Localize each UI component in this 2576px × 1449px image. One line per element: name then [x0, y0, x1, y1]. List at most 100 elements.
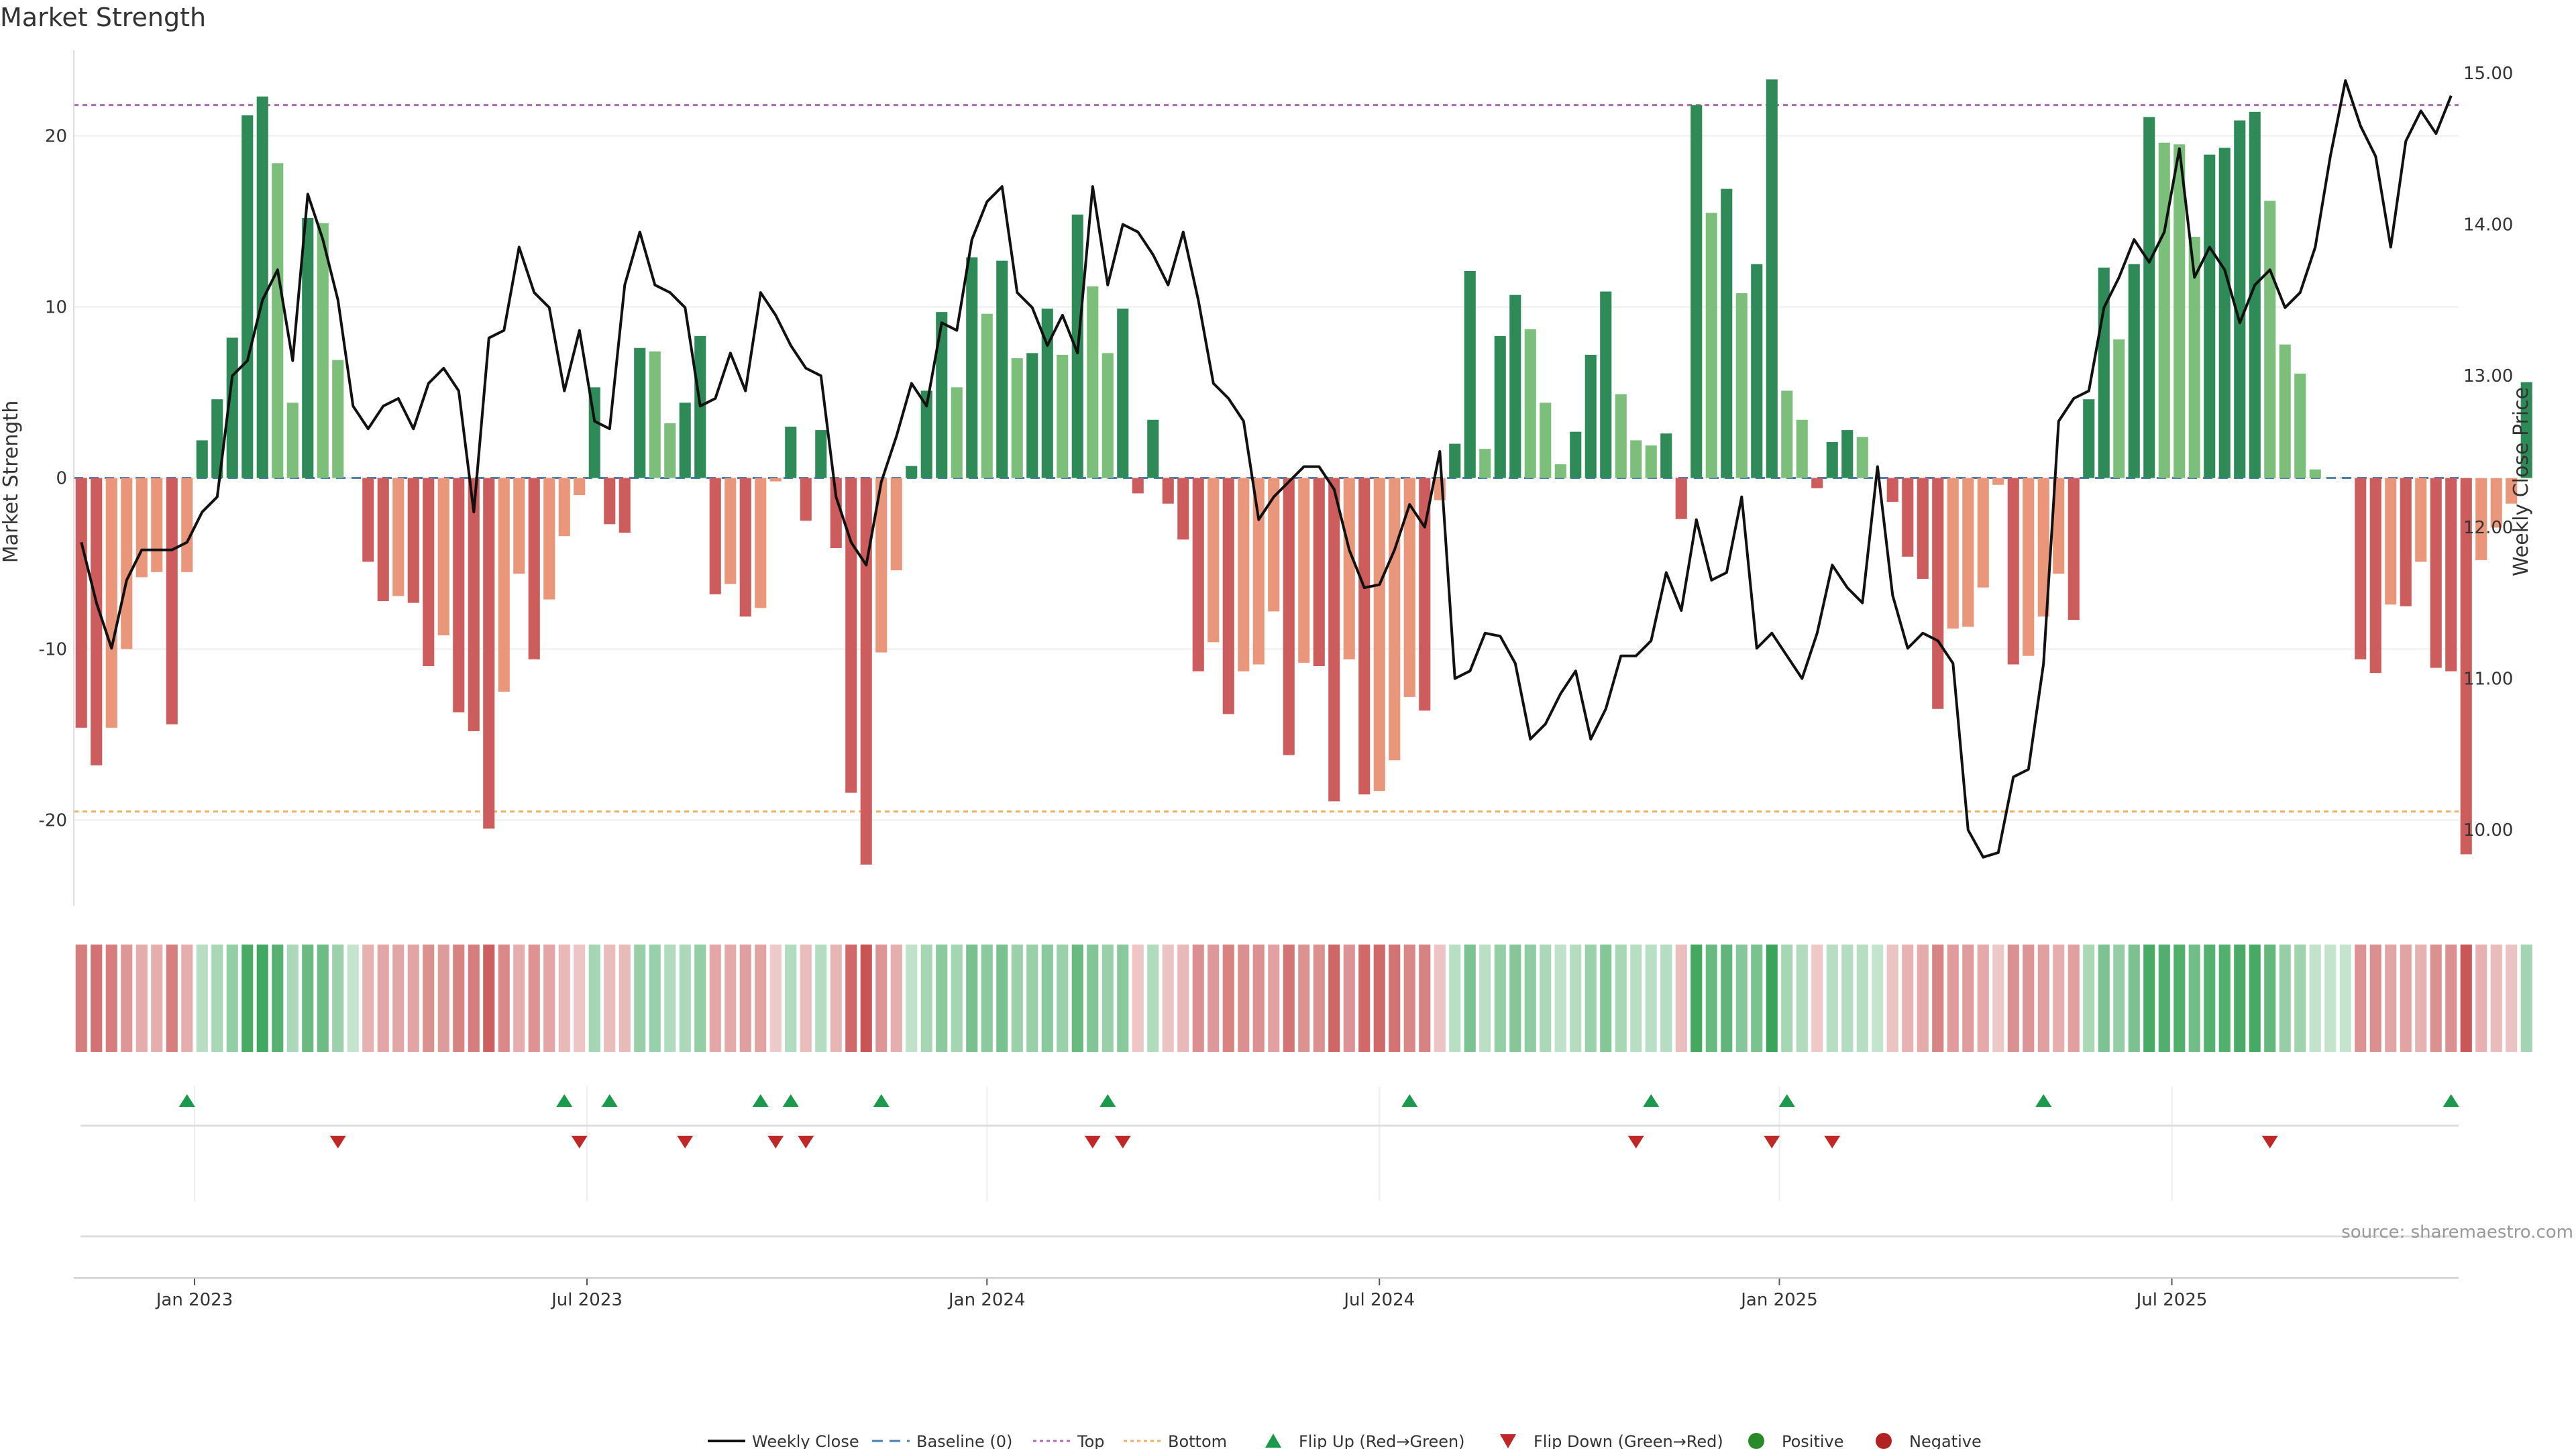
strength-bar: [1615, 394, 1627, 478]
strength-bar: [2415, 478, 2427, 562]
strip-cell: [362, 945, 374, 1052]
strip-cell: [1057, 945, 1069, 1052]
strength-bar: [151, 478, 163, 572]
strength-bar: [2264, 201, 2276, 478]
strip-cell: [1071, 945, 1083, 1052]
strip-cell: [2113, 945, 2125, 1052]
strength-bar: [996, 260, 1008, 478]
flip-markers: [178, 1094, 2459, 1148]
strip-cell: [2218, 945, 2231, 1052]
strength-bar: [2460, 478, 2472, 855]
strip-cell: [2083, 945, 2095, 1052]
flip-up-marker: [178, 1094, 195, 1107]
legend-label: Positive: [1782, 1432, 1844, 1449]
strip-cell: [1328, 945, 1340, 1052]
strength-bar: [1751, 264, 1763, 478]
strength-bar: [1992, 478, 2004, 485]
strength-bar: [649, 351, 661, 478]
y-tick-right: 12.00: [2463, 518, 2513, 538]
strip-cell: [1645, 945, 1657, 1052]
strip-cell: [2506, 945, 2518, 1052]
y-tick-left: 0: [56, 469, 67, 489]
chart-title: Market Strength: [0, 3, 207, 32]
x-tick-label: Jul 2025: [2135, 1290, 2208, 1310]
strength-bar: [724, 478, 737, 584]
strip-cell: [1585, 945, 1597, 1052]
strength-bar: [1554, 464, 1566, 478]
strength-bar: [1826, 441, 1838, 478]
strength-bar: [498, 478, 510, 692]
strip-cell: [875, 945, 888, 1052]
strip-cell: [392, 945, 405, 1052]
strength-bar: [785, 427, 797, 478]
strip-cell: [634, 945, 646, 1052]
flip-up-marker: [1643, 1094, 1660, 1107]
y-tick-left: 20: [45, 127, 67, 147]
strip-cell: [1373, 945, 1385, 1052]
strength-bar: [2204, 154, 2216, 478]
strip-cell: [588, 945, 600, 1052]
strength-bar: [483, 478, 495, 829]
strength-bar: [1856, 437, 1868, 478]
strip-cell: [1796, 945, 1808, 1052]
strength-bar: [2309, 469, 2321, 478]
strip-cell: [1615, 945, 1627, 1052]
strip-cell: [2204, 945, 2216, 1052]
strip-cell: [1992, 945, 2004, 1052]
strip-cell: [2264, 945, 2276, 1052]
strip-cell: [1117, 945, 1129, 1052]
strength-bar: [2007, 478, 2019, 665]
strength-bar: [256, 96, 268, 478]
strip-cell: [226, 945, 238, 1052]
strip-cell: [2098, 945, 2110, 1052]
strength-bar: [1298, 478, 1310, 663]
strength-bar: [2294, 373, 2306, 478]
strip-cell: [1494, 945, 1506, 1052]
flip-up-marker: [2035, 1094, 2052, 1107]
strip-cell: [332, 945, 344, 1052]
strength-bar: [1057, 354, 1069, 478]
strip-cell: [2174, 945, 2186, 1052]
strength-bar: [1735, 293, 1748, 478]
strength-bar: [241, 115, 254, 478]
flip-up-marker: [2443, 1094, 2459, 1107]
strength-bar: [1192, 478, 1204, 672]
strip-cell: [981, 945, 993, 1052]
strength-bar: [1268, 478, 1280, 612]
strip-cell: [2385, 945, 2397, 1052]
y-tick-right: 14.00: [2463, 215, 2513, 235]
strength-bar: [1343, 478, 1355, 659]
strength-bar: [1540, 402, 1552, 478]
strength-bar: [121, 478, 133, 649]
flip-down-marker: [1764, 1136, 1780, 1148]
strip-cell: [1705, 945, 1717, 1052]
strip-cell: [574, 945, 586, 1052]
strength-bar: [1313, 478, 1325, 666]
strength-bar: [1041, 309, 1053, 478]
flip-down-marker: [571, 1136, 588, 1148]
y-tick-left: 10: [45, 298, 67, 318]
strip-cell: [256, 945, 268, 1052]
strip-cell: [1977, 945, 1989, 1052]
y-axis-label-right: Weekly Close Price: [2510, 387, 2533, 576]
legend-label: Negative: [1909, 1432, 1982, 1449]
strength-bar: [136, 478, 148, 578]
strength-bar: [558, 478, 570, 537]
flip-down-marker: [767, 1136, 784, 1148]
strength-bar: [362, 478, 374, 562]
strength-bar: [91, 478, 103, 765]
strip-cell: [1570, 945, 1582, 1052]
strip-cell: [604, 945, 616, 1052]
color-strip: [75, 945, 2532, 1052]
strip-cell: [317, 945, 329, 1052]
strength-bar: [286, 402, 299, 478]
strip-cell: [2037, 945, 2049, 1052]
strength-bar: [347, 478, 359, 479]
strip-cell: [498, 945, 510, 1052]
strip-cell: [1011, 945, 1023, 1052]
strength-bar: [1600, 291, 1612, 478]
strength-bar: [2188, 236, 2200, 478]
strip-cell: [2158, 945, 2170, 1052]
strip-cell: [483, 945, 495, 1052]
strip-cell: [1268, 945, 1280, 1052]
